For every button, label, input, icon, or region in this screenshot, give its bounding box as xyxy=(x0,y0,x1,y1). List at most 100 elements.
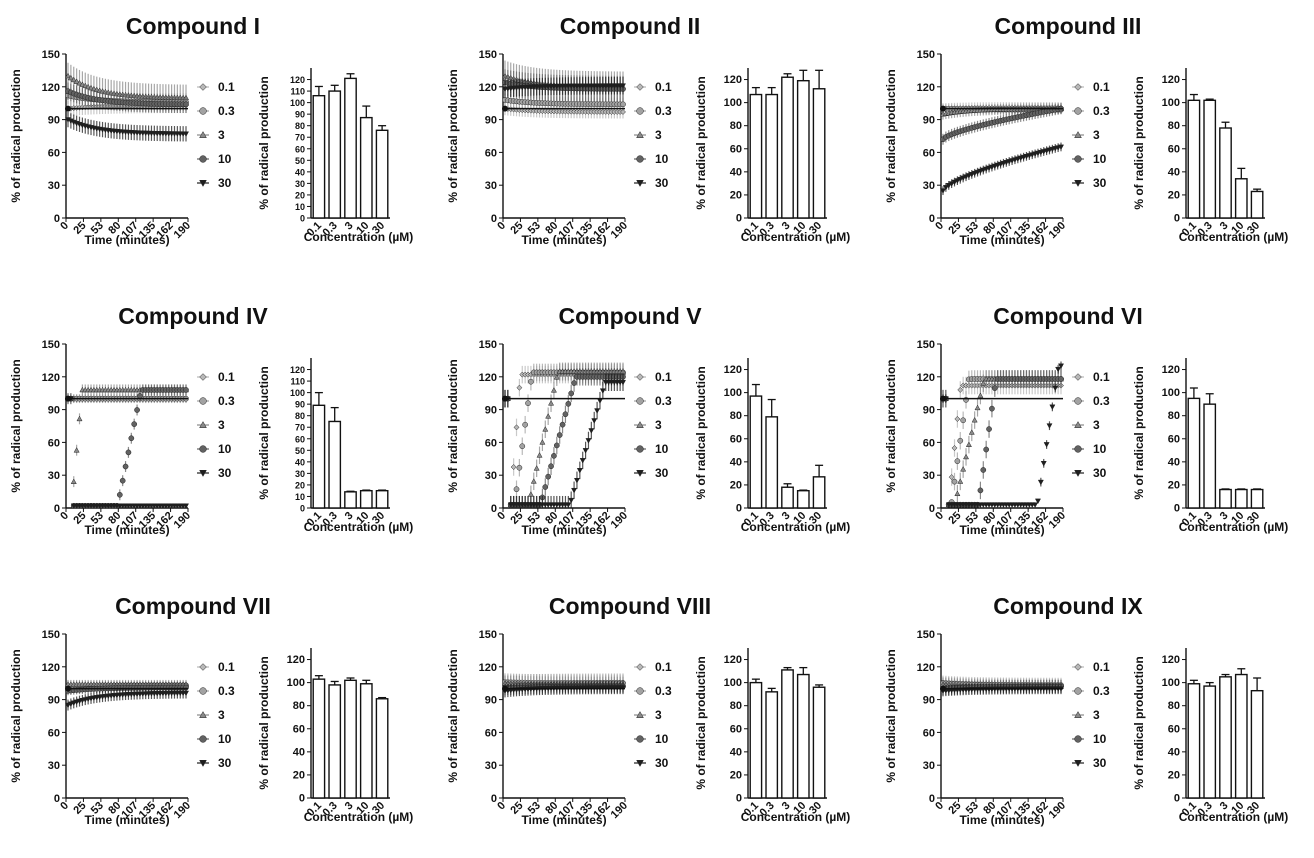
y-tick-label: 40 xyxy=(730,456,742,468)
x-axis-label: Time (minutes) xyxy=(959,233,1044,247)
data-point xyxy=(977,392,984,398)
series-3 xyxy=(501,362,627,508)
y-tick-label: 90 xyxy=(923,405,935,417)
y-tick-label: 120 xyxy=(917,372,935,384)
y-tick-label: 120 xyxy=(724,654,742,666)
data-point xyxy=(528,378,534,385)
x-tick-label: 0 xyxy=(58,510,71,523)
y-tick-label: 80 xyxy=(295,121,305,131)
y-tick-label: 40 xyxy=(730,166,742,178)
data-point xyxy=(182,503,190,509)
data-point xyxy=(545,473,552,480)
legend-marker xyxy=(1074,107,1082,115)
y-tick-label: 150 xyxy=(479,49,497,61)
x-tick-label: 190 xyxy=(172,800,193,821)
legend-marker xyxy=(199,180,207,187)
legend-label: 30 xyxy=(655,466,669,480)
y-tick-label: 60 xyxy=(923,727,935,739)
y-tick-label: 30 xyxy=(295,469,305,479)
y-tick-label: 110 xyxy=(290,377,305,387)
y-axis-label: % of radical production xyxy=(446,649,460,782)
legend: 0.1 0.3 3 10 30 xyxy=(197,80,235,190)
bar-chart: % of radical production0204060801001200.… xyxy=(257,648,413,824)
y-tick-label: 60 xyxy=(730,723,742,735)
data-point xyxy=(582,448,589,454)
y-axis-label: % of radical production xyxy=(884,359,898,492)
y-tick-label: 110 xyxy=(290,87,305,97)
bar-10 xyxy=(796,489,810,509)
y-tick-label: 40 xyxy=(730,746,742,758)
legend-label: 30 xyxy=(1093,756,1107,770)
legend-marker xyxy=(636,131,644,138)
data-point xyxy=(591,418,598,424)
data-point xyxy=(948,474,955,481)
y-axis-label: % of radical production xyxy=(9,359,23,492)
data-point xyxy=(568,497,575,504)
data-point xyxy=(1037,479,1044,486)
data-point xyxy=(76,415,83,422)
x-tick-label: 0 xyxy=(933,800,946,813)
bar-0.3 xyxy=(328,684,342,799)
y-tick-label: 100 xyxy=(290,98,305,108)
y-tick-label: 150 xyxy=(42,629,60,641)
bar-10 xyxy=(1234,673,1248,799)
data-point xyxy=(559,421,566,428)
data-point xyxy=(1043,442,1050,448)
data-point xyxy=(1052,385,1059,392)
data-point xyxy=(957,386,964,393)
legend-marker xyxy=(199,373,207,381)
y-tick-label: 30 xyxy=(48,180,60,192)
y-tick-label: 20 xyxy=(730,479,742,491)
bar-10 xyxy=(359,116,373,219)
data-point xyxy=(965,441,972,447)
legend-marker xyxy=(199,663,207,671)
legend-marker xyxy=(199,107,207,115)
y-tick-label: 30 xyxy=(485,470,497,482)
data-point xyxy=(568,390,575,397)
data-point xyxy=(571,487,578,494)
bar-30 xyxy=(375,489,389,509)
legend: 0.1 0.3 3 10 30 xyxy=(197,660,235,770)
legend-label: 0.3 xyxy=(1093,104,1110,118)
legend-label: 0.1 xyxy=(1093,660,1110,674)
y-tick-label: 60 xyxy=(1168,143,1180,155)
legend-label: 0.1 xyxy=(218,80,235,94)
panel-compound-4: Compound IV% of radical production030609… xyxy=(9,303,413,537)
data-point xyxy=(183,387,189,393)
y-tick-label: 20 xyxy=(730,769,742,781)
panel-title: Compound II xyxy=(560,13,701,39)
legend-label: 10 xyxy=(1093,732,1107,746)
y-tick-label: 90 xyxy=(485,115,497,127)
legend-label: 10 xyxy=(1093,442,1107,456)
bar-chart: % of radical production0204060801001200.… xyxy=(694,358,850,534)
bar-3 xyxy=(781,669,794,799)
legend-marker xyxy=(1074,180,1082,187)
y-tick-label: 30 xyxy=(48,760,60,772)
panel-compound-9: Compound IX% of radical production030609… xyxy=(884,593,1288,827)
bar-30 xyxy=(375,698,389,799)
data-point xyxy=(548,400,555,406)
panel-title: Compound VI xyxy=(993,303,1142,329)
y-tick-label: 100 xyxy=(1162,97,1180,109)
data-point xyxy=(989,405,995,412)
y-tick-label: 120 xyxy=(42,82,60,94)
y-tick-label: 0 xyxy=(736,503,742,515)
y-tick-label: 120 xyxy=(479,372,497,384)
series-30 xyxy=(64,396,190,509)
data-point xyxy=(122,463,129,470)
bar-0.1 xyxy=(1187,683,1201,799)
legend-label: 0.1 xyxy=(218,370,235,384)
data-point xyxy=(510,464,517,470)
y-tick-label: 50 xyxy=(295,446,305,456)
x-axis-label: Concentration (µM) xyxy=(1179,230,1289,244)
bar-0.1 xyxy=(1187,397,1201,509)
y-tick-label: 40 xyxy=(295,167,305,177)
y-tick-label: 10 xyxy=(295,202,305,212)
x-axis-label: Time (minutes) xyxy=(959,813,1044,827)
data-point xyxy=(73,447,80,453)
y-tick-label: 40 xyxy=(295,457,305,467)
legend-label: 30 xyxy=(655,756,669,770)
y-tick-label: 150 xyxy=(479,339,497,351)
